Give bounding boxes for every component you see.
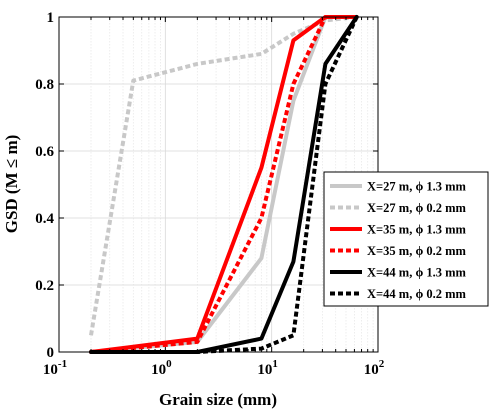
legend-label-3: X=35 m, ϕ 1.3 mm: [367, 223, 467, 237]
legend-label-2: X=27 m, ϕ 0.2 mm: [367, 201, 467, 215]
legend: X=27 m, ϕ 1.3 mm X=27 m, ϕ 0.2 mm X=35 m, …: [323, 171, 489, 307]
x-tick-label: 101: [257, 358, 278, 378]
x-tick-label: 102: [364, 358, 385, 378]
y-tick-label: 0.8: [35, 77, 54, 93]
y-tick-label: 0.4: [35, 211, 54, 227]
legend-label-1: X=27 m, ϕ 1.3 mm: [367, 180, 467, 194]
y-tick-label: 0.6: [35, 144, 54, 160]
legend-box: [323, 171, 489, 307]
legend-label-6: X=44 m, ϕ 0.2 mm: [367, 287, 467, 301]
y-axis-label: GSD (M ≤ m): [2, 135, 21, 234]
series-line-2: [89, 15, 357, 336]
x-axis-label: Grain size (mm): [159, 390, 277, 409]
x-tick-label: 100: [151, 358, 172, 378]
tick-labels: 0 0.2 0.4 0.6 0.8 1 10-1 100 101 102: [35, 10, 385, 378]
axis-ticks: [59, 17, 378, 352]
y-tick-label: 1: [47, 10, 55, 26]
legend-label-4: X=35 m, ϕ 0.2 mm: [367, 244, 467, 258]
series-line-4: [90, 15, 357, 354]
legend-label-5: X=44 m, ϕ 1.3 mm: [367, 266, 467, 280]
y-tick-label: 0.2: [35, 278, 54, 294]
x-tick-label: 10-1: [43, 358, 67, 378]
y-tick-label: 0: [47, 345, 55, 361]
